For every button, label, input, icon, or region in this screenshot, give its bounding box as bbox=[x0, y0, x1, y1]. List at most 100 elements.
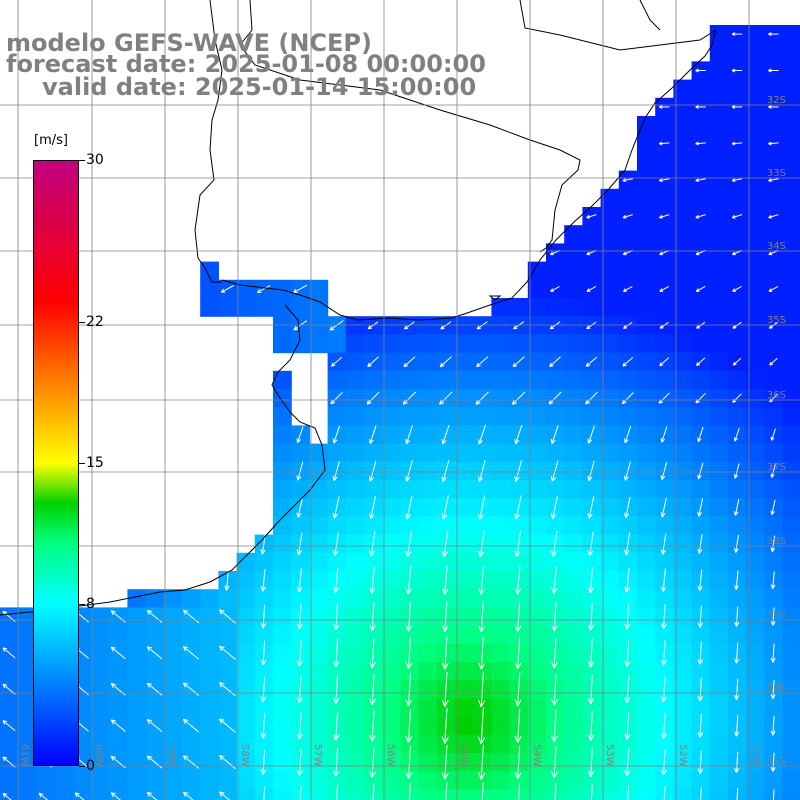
wind-arrow bbox=[332, 531, 339, 556]
wind-cell bbox=[163, 625, 183, 645]
wind-cell bbox=[527, 279, 547, 299]
wind-cell bbox=[455, 334, 474, 354]
latitude-label: 35S bbox=[767, 315, 786, 326]
wind-cell bbox=[600, 425, 620, 445]
wind-cell bbox=[436, 698, 456, 718]
wind-arrow bbox=[697, 750, 704, 774]
wind-cell bbox=[91, 625, 110, 645]
wind-arrow bbox=[367, 356, 379, 368]
wind-cell bbox=[746, 571, 765, 590]
wind-cell bbox=[182, 589, 201, 608]
wind-arrow bbox=[733, 427, 740, 442]
wind-arrow bbox=[333, 638, 340, 668]
wind-cell bbox=[327, 589, 347, 608]
wind-arrow bbox=[405, 495, 413, 520]
wind-cell bbox=[254, 771, 274, 790]
wind-cell bbox=[546, 589, 565, 608]
wind-arrow bbox=[224, 569, 230, 591]
wind-cell bbox=[455, 407, 474, 426]
wind-cell bbox=[345, 607, 365, 627]
wind-arrow bbox=[514, 424, 523, 445]
wind-cell bbox=[764, 188, 784, 208]
wind-cell bbox=[418, 771, 438, 790]
wind-arrow bbox=[445, 782, 448, 800]
wind-arrow bbox=[770, 679, 776, 700]
wind-cell bbox=[673, 316, 693, 335]
wind-cell bbox=[491, 370, 511, 390]
longitude-label: 54W bbox=[531, 744, 542, 767]
wind-cell bbox=[746, 61, 765, 81]
wind-cell bbox=[564, 480, 583, 499]
wind-cell bbox=[709, 279, 729, 299]
wind-arrow bbox=[697, 462, 704, 480]
wind-arrow bbox=[296, 496, 303, 518]
wind-cell bbox=[345, 753, 365, 772]
wind-cell bbox=[709, 516, 729, 536]
wind-cell bbox=[491, 643, 511, 663]
wind-cell bbox=[345, 425, 365, 445]
wind-cell bbox=[273, 771, 292, 790]
wind-arrow bbox=[622, 178, 633, 182]
wind-cell bbox=[637, 116, 656, 135]
wind-cell bbox=[600, 552, 620, 572]
wind-arrow bbox=[2, 720, 16, 732]
wind-cell bbox=[382, 698, 401, 718]
wind-arrow bbox=[369, 673, 376, 706]
wind-cell bbox=[200, 625, 219, 645]
wind-cell bbox=[655, 662, 674, 681]
wind-cell bbox=[418, 571, 438, 590]
wind-cell bbox=[473, 480, 492, 499]
wind-cell bbox=[564, 352, 583, 372]
wind-cell bbox=[0, 734, 19, 754]
wind-cell bbox=[709, 243, 729, 263]
wind-cell bbox=[418, 443, 438, 463]
wind-cell bbox=[491, 534, 511, 554]
wind-cell bbox=[236, 552, 256, 572]
wind-cell bbox=[527, 534, 547, 554]
wind-cell bbox=[618, 334, 638, 354]
wind-cell bbox=[782, 571, 800, 590]
wind-cell bbox=[637, 516, 656, 536]
wind-arrow bbox=[695, 141, 706, 146]
wind-arrow bbox=[514, 708, 522, 743]
wind-arrow bbox=[260, 676, 267, 702]
wind-cell bbox=[254, 662, 274, 681]
wind-cell bbox=[382, 352, 401, 372]
wind-arrow bbox=[624, 603, 631, 630]
wind-cell bbox=[709, 443, 729, 463]
wind-cell bbox=[491, 662, 511, 681]
wind-cell bbox=[655, 225, 674, 244]
wind-cell bbox=[418, 625, 438, 645]
wind-cell bbox=[309, 643, 329, 663]
wind-cell bbox=[455, 352, 474, 372]
wind-cell bbox=[418, 607, 438, 627]
wind-cell bbox=[18, 680, 37, 699]
wind-cell bbox=[527, 407, 547, 426]
wind-cell bbox=[782, 352, 800, 372]
wind-cell bbox=[564, 753, 583, 772]
wind-cell bbox=[418, 534, 438, 554]
wind-cell bbox=[582, 334, 602, 354]
coastline-segment bbox=[519, 0, 717, 51]
wind-cell bbox=[455, 316, 474, 335]
wind-cell bbox=[254, 625, 274, 645]
wind-cell bbox=[200, 753, 219, 772]
colorbar-tick-label: 0 bbox=[86, 758, 95, 774]
wind-cell bbox=[673, 298, 693, 317]
coastline-segment bbox=[221, 29, 717, 321]
wind-cell bbox=[236, 716, 256, 736]
wind-cell bbox=[582, 662, 602, 681]
wind-arrow bbox=[146, 609, 163, 623]
wind-arrow bbox=[624, 496, 631, 519]
wind-cell bbox=[746, 261, 765, 281]
colorbar-tick-label: 8 bbox=[86, 596, 95, 613]
wind-cell bbox=[455, 680, 474, 699]
wind-arrow bbox=[260, 604, 267, 629]
wind-arrow bbox=[368, 495, 376, 519]
wind-arrow bbox=[623, 461, 631, 481]
wind-cell bbox=[582, 370, 602, 390]
wind-cell bbox=[254, 589, 274, 608]
wind-cell bbox=[673, 607, 693, 627]
wind-cell bbox=[455, 734, 474, 754]
wind-cell bbox=[200, 680, 219, 699]
